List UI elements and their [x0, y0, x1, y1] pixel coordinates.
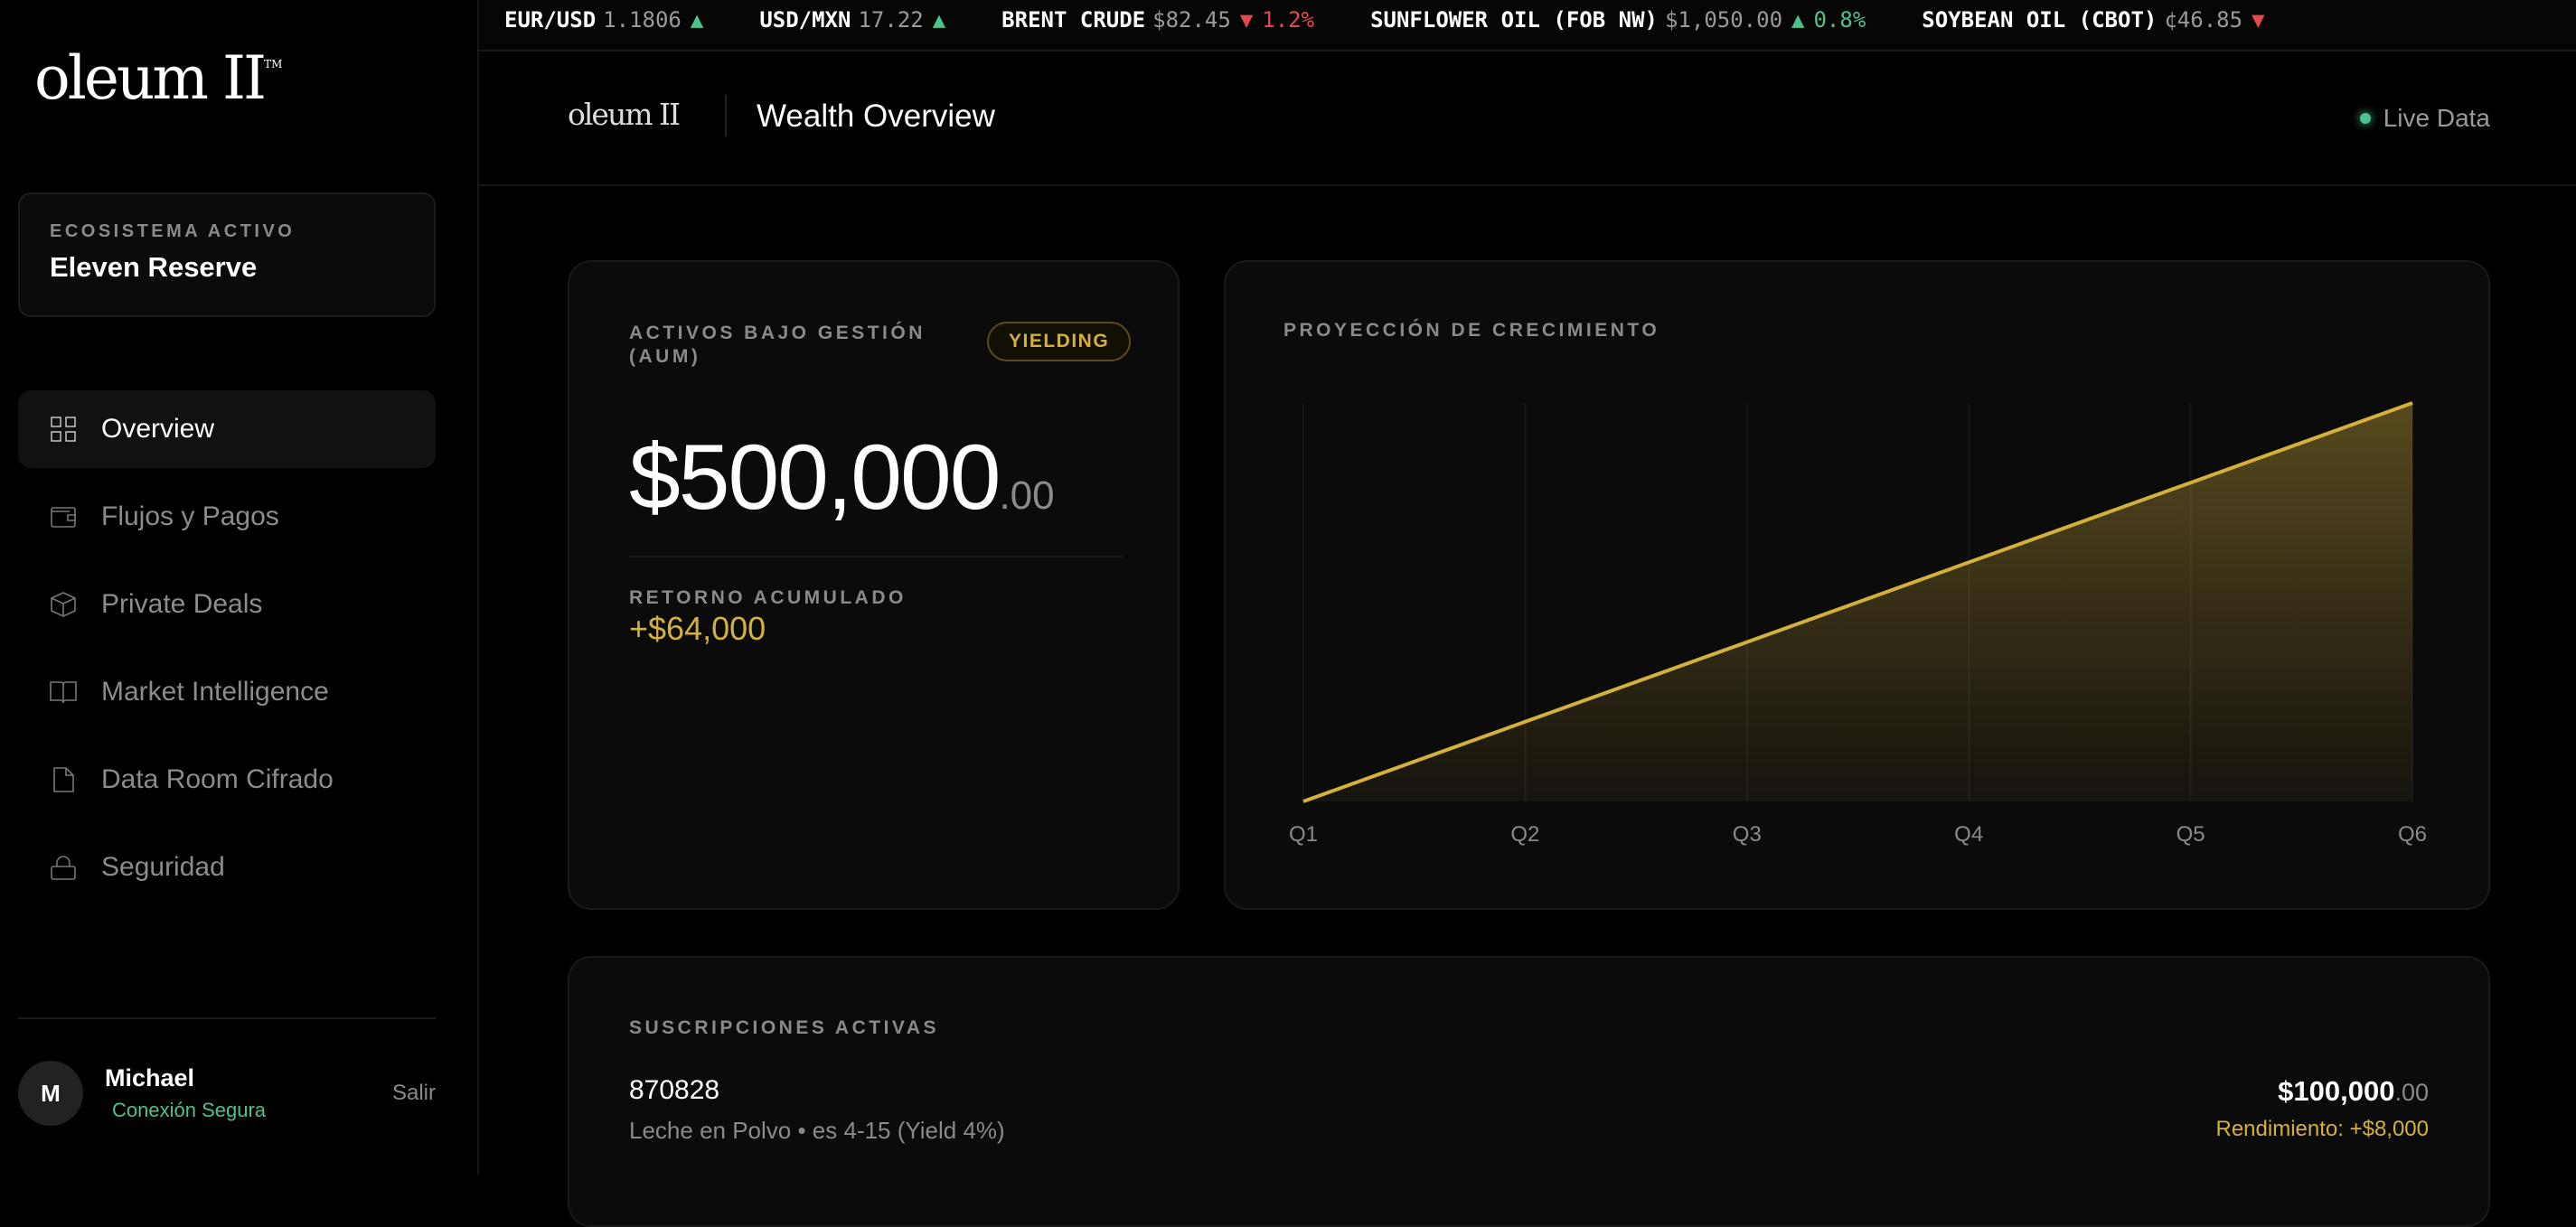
x-tick-label: Q2: [1510, 822, 1540, 847]
aum-label: ACTIVOS BAJO GESTIÓN (AUM): [629, 323, 926, 367]
grid-icon: [51, 417, 76, 442]
arrow-down-icon: ▼: [1239, 7, 1254, 33]
book-icon: [50, 681, 77, 704]
sidebar-item-label: Market Intelligence: [101, 677, 329, 707]
logo[interactable]: oleum IITM: [34, 43, 283, 113]
divider: [725, 95, 727, 136]
aum-card: ACTIVOS BAJO GESTIÓN (AUM) YIELDING $500…: [568, 260, 1180, 910]
header-logo: oleum II: [568, 97, 681, 132]
sidebar-item-label: Flujos y Pagos: [101, 501, 279, 531]
subscription-description: Leche en Polvo • es 4-15 (Yield 4%): [629, 1117, 1005, 1144]
ticker-price: $1,050.00: [1664, 7, 1783, 33]
avatar[interactable]: M: [18, 1061, 83, 1126]
divider: [18, 1017, 436, 1019]
series-line: [1302, 401, 2413, 803]
page-title: Wealth Overview: [757, 98, 995, 134]
sidebar-item-label: Private Deals: [101, 589, 263, 619]
aum-value: $500,000.00: [629, 426, 1055, 529]
sidebar-item-overview[interactable]: Overview: [18, 390, 436, 468]
x-tick-label: Q3: [1732, 822, 1762, 847]
sidebar-item-seguridad[interactable]: Seguridad: [18, 829, 436, 906]
sidebar-item-label: Overview: [101, 414, 215, 444]
live-dot-icon: [2359, 113, 2371, 124]
ticker-price: $82.45: [1152, 7, 1231, 33]
ticker-price: 17.22: [858, 7, 924, 33]
ticker-item: SOYBEAN OIL (CBOT) ¢46.85 ▼: [1922, 0, 2264, 40]
ticker-symbol: BRENT CRUDE: [1001, 7, 1146, 33]
arrow-up-icon: ▲: [932, 7, 946, 33]
x-tick-label: Q1: [1288, 822, 1319, 847]
ecosystem-value: Eleven Reserve: [50, 251, 258, 283]
user-panel: M Michael Conexión Segura Salir: [18, 1061, 436, 1129]
ticker-symbol: USD/MXN: [759, 7, 851, 33]
ticker-item: EUR/USD 1.1806 ▲: [504, 0, 703, 40]
return-value: +$64,000: [629, 610, 766, 647]
market-ticker: EUR/USD 1.1806 ▲ USD/MXN 17.22 ▲ BRENT CRUDE $8…: [479, 0, 2576, 52]
file-icon: [53, 767, 74, 792]
ecosystem-label: ECOSISTEMA ACTIVO: [50, 221, 296, 241]
subscriptions-card: SUSCRIPCIONES ACTIVAS 870828 Leche en Po…: [568, 956, 2490, 1227]
arrow-up-icon: ▲: [1791, 7, 1805, 33]
return-label: RETORNO ACUMULADO: [629, 587, 907, 608]
box-icon: [51, 592, 76, 617]
ticker-item: SUNFLOWER OIL (FOB NW) $1,050.00 ▲ 0.8%: [1370, 0, 1866, 40]
x-tick-label: Q4: [1954, 822, 1984, 847]
ticker-symbol: EUR/USD: [504, 7, 597, 33]
sidebar-item-market-intelligence[interactable]: Market Intelligence: [18, 653, 436, 731]
logout-button[interactable]: Salir: [391, 1081, 436, 1105]
chart-title: PROYECCIÓN DE CRECIMIENTO: [1283, 320, 1660, 341]
sidebar: oleum IITM ECOSISTEMA ACTIVO Eleven Rese…: [0, 0, 479, 1175]
ticker-price: ¢46.85: [2164, 7, 2243, 33]
growth-chart: [1302, 401, 2413, 803]
sidebar-item-private-deals[interactable]: Private Deals: [18, 566, 436, 643]
arrow-up-icon: ▲: [690, 7, 704, 33]
growth-chart-card: PROYECCIÓN DE CRECIMIENTO Q1 Q2 Q3 Q4 Q5 Q6: [1224, 260, 2490, 910]
divider: [629, 556, 1122, 557]
ticker-price: 1.1806: [603, 7, 682, 33]
ticker-symbol: SUNFLOWER OIL (FOB NW): [1370, 7, 1658, 33]
lock-icon: [51, 856, 76, 880]
ticker-change: 0.8%: [1813, 7, 1866, 33]
connection-status: Conexión Segura: [112, 1099, 267, 1121]
x-tick-label: Q6: [2397, 822, 2428, 847]
user-name: Michael: [105, 1064, 195, 1091]
ticker-item: USD/MXN 17.22 ▲: [759, 0, 945, 40]
x-tick-label: Q5: [2176, 822, 2205, 847]
sidebar-item-data-room-cifrado[interactable]: Data Room Cifrado: [18, 741, 436, 819]
status-badge: YIELDING: [987, 322, 1132, 361]
subscription-id: 870828: [629, 1075, 720, 1105]
wallet-icon: [51, 507, 76, 528]
sidebar-item-label: Seguridad: [101, 852, 225, 882]
subscription-amount: $100,000.00: [2278, 1075, 2429, 1107]
live-data-indicator: Live Data: [2359, 104, 2490, 133]
sidebar-item-flujos-y-pagos[interactable]: Flujos y Pagos: [18, 478, 436, 556]
subscriptions-label: SUSCRIPCIONES ACTIVAS: [629, 1017, 940, 1038]
ticker-symbol: SOYBEAN OIL (CBOT): [1922, 7, 2158, 33]
sidebar-item-label: Data Room Cifrado: [101, 764, 334, 794]
header: oleum II Wealth Overview Live Data: [479, 52, 2576, 186]
sidebar-nav: Overview Flujos y Pagos Private Deals Marke…: [18, 390, 436, 916]
arrow-down-icon: ▼: [2252, 7, 2265, 33]
ticker-item: BRENT CRUDE $82.45 ▼ 1.2%: [1001, 0, 1314, 40]
ecosystem-selector[interactable]: ECOSISTEMA ACTIVO Eleven Reserve: [18, 192, 436, 317]
subscription-yield: Rendimiento: +$8,000: [2215, 1117, 2430, 1141]
ticker-change: 1.2%: [1262, 7, 1315, 33]
